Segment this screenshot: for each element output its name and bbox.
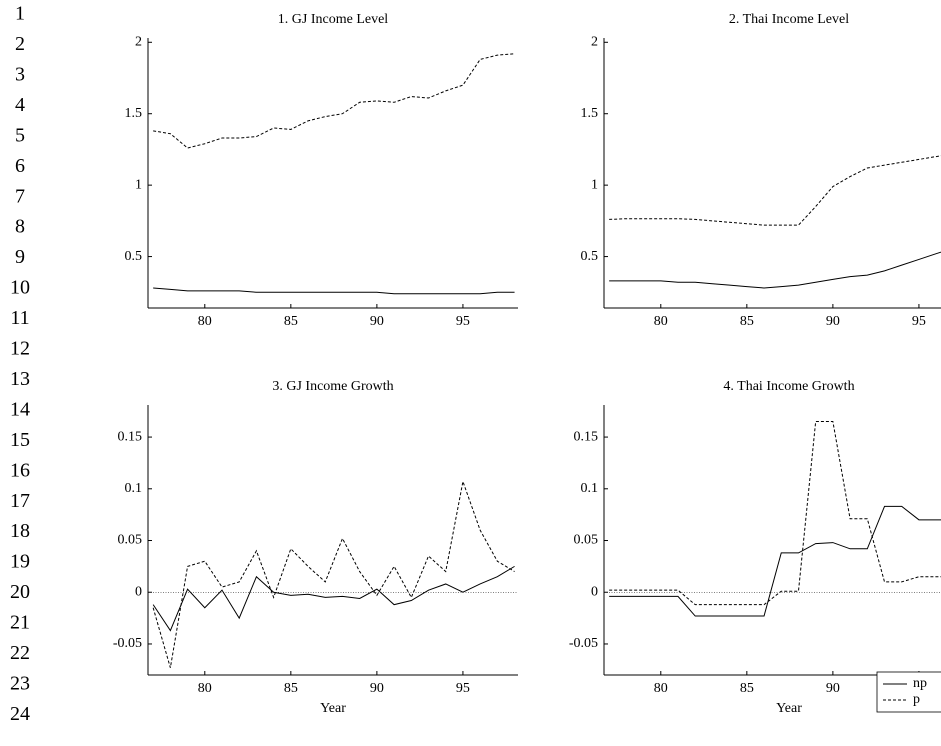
x-tick-label: 95 (456, 681, 470, 696)
y-tick-label: 1 (135, 177, 142, 192)
line-number: 14 (10, 398, 30, 420)
y-tick-label: 0.05 (574, 533, 599, 548)
y-tick-label: 0.15 (574, 429, 599, 444)
x-tick-label: 80 (198, 314, 212, 329)
line-number: 8 (15, 216, 25, 238)
y-tick-label: 1 (591, 177, 598, 192)
line-number: 2 (15, 33, 25, 55)
line-number: 21 (10, 612, 30, 634)
line-number: 12 (10, 338, 30, 360)
x-tick-label: 90 (370, 681, 384, 696)
y-tick-label: 0.15 (118, 429, 143, 444)
series-line (609, 151, 941, 225)
x-tick-label: 80 (654, 314, 668, 329)
y-tick-label: 0.5 (581, 249, 599, 264)
y-tick-label: 0.5 (125, 249, 143, 264)
page-canvas: 1234567891011121314151617181920212223241… (0, 0, 941, 746)
x-tick-label: 85 (740, 314, 754, 329)
line-number: 13 (10, 368, 30, 390)
series-line (153, 482, 514, 668)
page: 1234567891011121314151617181920212223241… (0, 0, 941, 746)
chart-title: 4. Thai Income Growth (723, 379, 854, 394)
y-tick-label: 0 (135, 584, 142, 599)
x-tick-label: 85 (284, 681, 298, 696)
y-tick-label: 2 (591, 35, 598, 50)
chart-title: 2. Thai Income Level (729, 12, 849, 27)
line-number: 1 (15, 3, 25, 25)
chart-title: 1. GJ Income Level (278, 12, 389, 27)
x-axis-label: Year (320, 701, 346, 716)
line-number: 3 (15, 63, 25, 85)
y-tick-label: 0 (591, 584, 598, 599)
line-number: 20 (10, 581, 30, 603)
x-tick-label: 90 (826, 681, 840, 696)
line-number: 23 (10, 672, 30, 694)
series-line (609, 506, 941, 616)
line-number: 18 (10, 520, 30, 542)
line-number: 5 (15, 124, 25, 146)
y-tick-label: 1.5 (581, 106, 599, 121)
line-number: 7 (15, 185, 25, 207)
x-tick-label: 95 (456, 314, 470, 329)
legend-label: np (913, 676, 927, 691)
x-tick-label: 95 (912, 314, 926, 329)
series-line (153, 566, 514, 630)
line-number: 16 (10, 459, 30, 481)
x-tick-label: 80 (198, 681, 212, 696)
x-axis-label: Year (776, 701, 802, 716)
y-tick-label: 2 (135, 35, 142, 50)
line-number: 22 (10, 642, 30, 664)
line-number: 6 (15, 155, 25, 177)
y-tick-label: -0.05 (569, 636, 598, 651)
line-number: 19 (10, 551, 30, 573)
legend-box (877, 672, 941, 712)
y-tick-label: 0.1 (581, 481, 599, 496)
line-number: 15 (10, 429, 30, 451)
line-number: 4 (15, 94, 25, 116)
x-tick-label: 90 (826, 314, 840, 329)
x-tick-label: 85 (284, 314, 298, 329)
legend-label: p (913, 692, 920, 707)
series-line (609, 242, 941, 288)
series-line (153, 54, 514, 148)
x-tick-label: 85 (740, 681, 754, 696)
line-number: 24 (10, 703, 30, 725)
line-number: 10 (10, 277, 30, 299)
y-tick-label: 0.05 (118, 533, 143, 548)
y-tick-label: 0.1 (125, 481, 143, 496)
chart-title: 3. GJ Income Growth (272, 379, 393, 394)
x-tick-label: 80 (654, 681, 668, 696)
series-line (153, 288, 514, 294)
y-tick-label: -0.05 (113, 636, 142, 651)
line-number: 11 (10, 307, 29, 329)
y-tick-label: 1.5 (125, 106, 143, 121)
x-tick-label: 90 (370, 314, 384, 329)
line-number: 9 (15, 246, 25, 268)
line-number: 17 (10, 490, 30, 512)
